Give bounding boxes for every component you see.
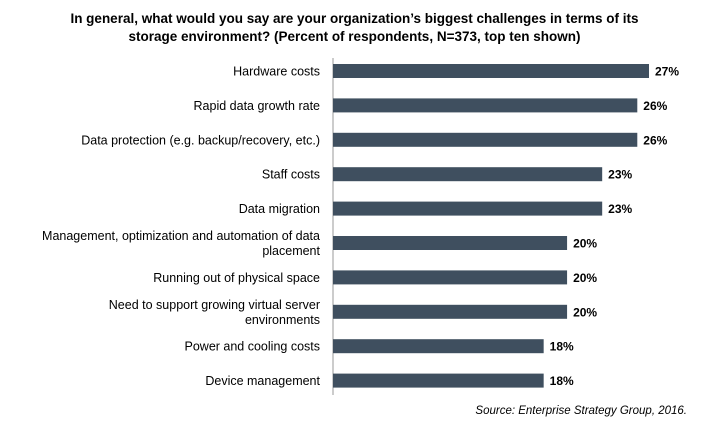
- bar: [333, 201, 603, 216]
- bar: [333, 270, 568, 285]
- bar-value-label: 20%: [573, 237, 597, 251]
- category-label-line: Device management: [205, 374, 320, 388]
- category-label-line: Data protection (e.g. backup/recovery, e…: [81, 133, 320, 147]
- bar: [333, 236, 568, 250]
- bar: [333, 98, 638, 113]
- category-label: Need to support growing virtual server en…: [109, 298, 320, 327]
- bar: [333, 64, 649, 78]
- category-label: Data migration: [239, 202, 320, 216]
- category-label-line: Power and cooling costs: [185, 340, 321, 354]
- category-label: Data protection (e.g. backup/recovery, e…: [81, 133, 320, 147]
- category-label-line: placement: [262, 244, 320, 258]
- category-label: Power and cooling costs: [185, 340, 321, 354]
- bar-value-label: 27%: [655, 65, 679, 79]
- category-label-line: Running out of physical space: [153, 271, 320, 285]
- category-label: Hardware costs: [233, 65, 320, 79]
- category-label: Running out of physical space: [153, 271, 320, 285]
- category-label: Management, optimization and automation …: [42, 229, 320, 258]
- category-label-line: Hardware costs: [233, 65, 320, 79]
- category-label-line: Rapid data growth rate: [194, 99, 321, 113]
- category-label-line: Need to support growing virtual server: [109, 298, 320, 312]
- category-label: Rapid data growth rate: [194, 99, 321, 113]
- chart-title: In general, what would you say are your …: [70, 11, 639, 44]
- bar: [333, 373, 544, 388]
- category-label-line: environments: [245, 313, 320, 327]
- source-note: Source: Enterprise Strategy Group, 2016.: [475, 405, 687, 417]
- category-label-line: Management, optimization and automation …: [42, 229, 320, 243]
- bar: [333, 167, 603, 182]
- bar-value-label: 20%: [573, 305, 597, 319]
- category-label-line: Data migration: [239, 202, 320, 216]
- bar-value-label: 23%: [608, 202, 632, 216]
- bar: [333, 304, 568, 319]
- bar-value-label: 18%: [550, 340, 574, 354]
- bar-value-label: 20%: [573, 271, 597, 285]
- bar-value-label: 18%: [550, 374, 574, 388]
- bar-value-label: 26%: [643, 133, 667, 147]
- bar-value-label: 26%: [643, 99, 667, 113]
- bar: [333, 339, 544, 354]
- category-label-line: Staff costs: [262, 168, 320, 182]
- category-label: Device management: [205, 374, 320, 388]
- bar: [333, 132, 638, 147]
- bar-value-label: 23%: [608, 168, 632, 182]
- category-label: Staff costs: [262, 168, 320, 182]
